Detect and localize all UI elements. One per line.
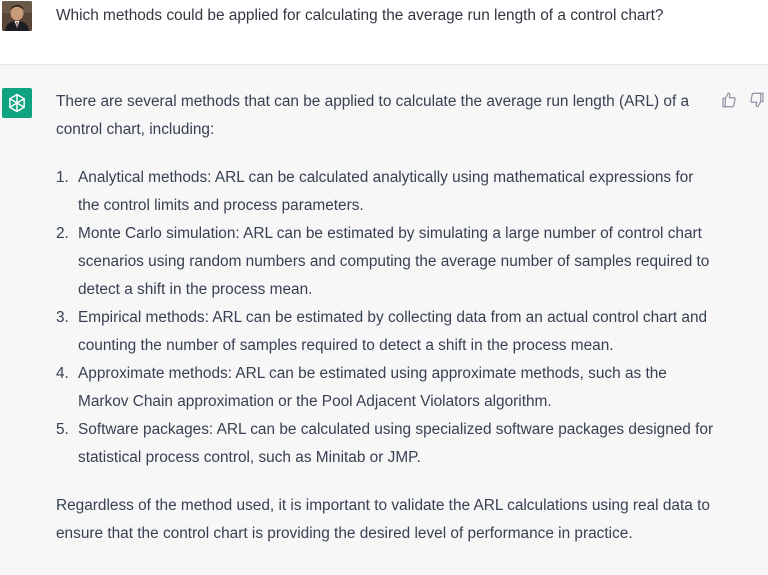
assistant-message-body: There are several methods that can be ap… [56, 88, 716, 548]
list-item-text: Software packages: ARL can be calculated… [78, 421, 714, 466]
assistant-intro: There are several methods that can be ap… [56, 93, 690, 138]
user-photo-avatar-icon [2, 1, 32, 31]
thumbs-up-icon [722, 92, 736, 108]
assistant-conclusion: Regardless of the method used, it is imp… [56, 497, 710, 542]
list-item: 1. Analytical methods: ARL can be calcul… [56, 164, 716, 220]
thumbs-down-button[interactable] [748, 91, 766, 109]
list-item-number: 1. [56, 169, 69, 186]
assistant-message-row: There are several methods that can be ap… [0, 65, 768, 575]
openai-logo-icon [9, 93, 25, 113]
list-item: 4. Approximate methods: ARL can be estim… [56, 360, 716, 416]
thumbs-up-button[interactable] [720, 91, 738, 109]
list-item-number: 2. [56, 225, 69, 242]
list-item-text: Empirical methods: ARL can be estimated … [78, 309, 708, 354]
list-item-number: 3. [56, 309, 69, 326]
thumbs-down-icon [750, 92, 764, 108]
assistant-avatar [2, 88, 32, 118]
list-item-text: Analytical methods: ARL can be calculate… [78, 169, 694, 214]
list-item: 2. Monte Carlo simulation: ARL can be es… [56, 220, 716, 304]
list-item: 3. Empirical methods: ARL can be estimat… [56, 304, 716, 360]
user-message-row: Which methods could be applied for calcu… [0, 0, 768, 65]
list-item: 5. Software packages: ARL can be calcula… [56, 416, 716, 472]
list-item-number: 4. [56, 365, 69, 382]
list-item-text: Approximate methods: ARL can be estimate… [78, 365, 667, 410]
list-item-number: 5. [56, 421, 69, 438]
list-item-text: Monte Carlo simulation: ARL can be estim… [78, 225, 710, 298]
user-avatar [2, 1, 32, 31]
methods-list: 1. Analytical methods: ARL can be calcul… [56, 164, 716, 472]
user-message-text: Which methods could be applied for calcu… [56, 7, 664, 24]
